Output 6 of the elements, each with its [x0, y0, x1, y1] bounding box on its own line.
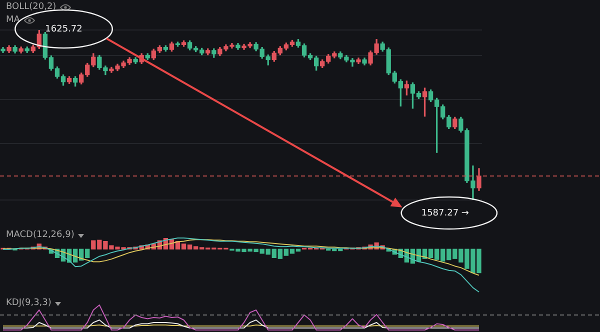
chart-title: KDJ(9,3,3) [6, 298, 52, 309]
text: MA [6, 15, 20, 26]
annotation: 1625.72 [45, 24, 82, 34]
text: BOLL(20,2) [6, 2, 56, 13]
chart-title: MACD(12,26,9) [6, 230, 74, 241]
text: 1587.27 → [421, 208, 470, 218]
